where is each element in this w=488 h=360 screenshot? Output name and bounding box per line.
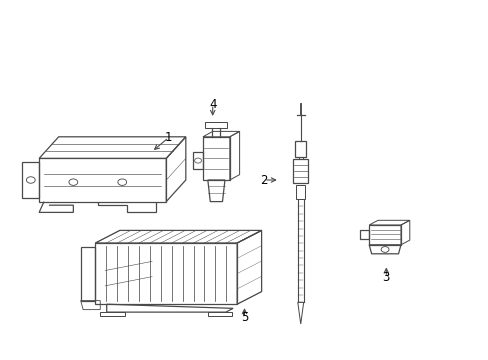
Text: 5: 5 xyxy=(240,311,248,324)
Text: 3: 3 xyxy=(382,271,389,284)
Text: 1: 1 xyxy=(164,131,172,144)
Text: 4: 4 xyxy=(208,98,216,111)
Text: 2: 2 xyxy=(260,174,267,186)
